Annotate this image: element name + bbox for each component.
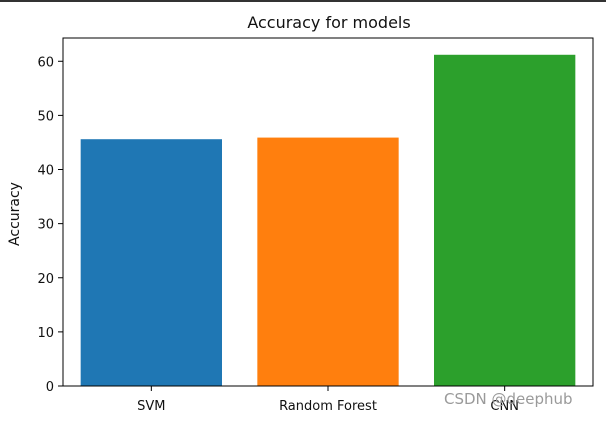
x-axis-ticks: SVM Random Forest CNN (137, 386, 519, 414)
x-tick-label: SVM (137, 399, 165, 414)
y-axis-label: Accuracy (7, 182, 23, 246)
x-tick-label: Random Forest (279, 399, 377, 414)
y-tick-label: 20 (37, 272, 54, 287)
bar-random-forest (257, 137, 399, 386)
watermark-text: CSDN @deephub (444, 390, 573, 408)
y-axis-ticks: 0 10 20 30 40 50 60 (37, 55, 63, 395)
y-tick-label: 50 (37, 109, 54, 124)
y-tick-label: 40 (37, 164, 54, 179)
y-tick-label: 10 (37, 326, 54, 341)
y-tick-label: 60 (37, 55, 54, 70)
bars-layer (80, 54, 576, 387)
top-border (0, 0, 606, 2)
y-tick-label: 0 (46, 380, 54, 395)
bar-svm (80, 139, 223, 386)
y-tick-label: 30 (37, 218, 54, 233)
x-tick-label: CNN (490, 399, 519, 414)
bar-cnn (434, 54, 576, 387)
chart-title: Accuracy for models (247, 13, 410, 32)
plot-frame (62, 37, 594, 387)
